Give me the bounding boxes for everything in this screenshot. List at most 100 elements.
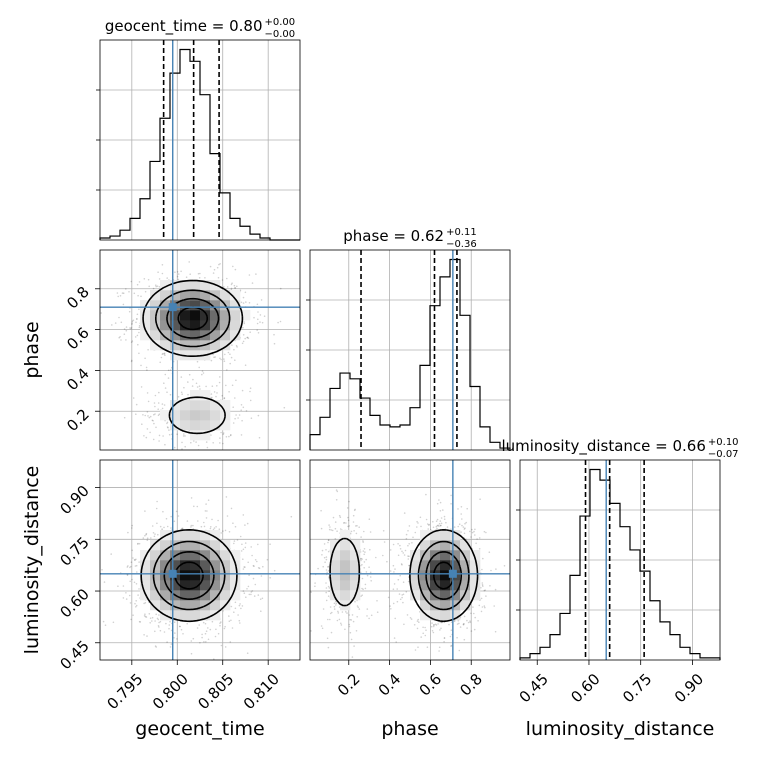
sample-point — [256, 303, 259, 306]
sample-point — [183, 433, 185, 435]
sample-point — [118, 336, 120, 339]
sample-point — [146, 428, 149, 430]
sample-point — [158, 614, 160, 616]
sample-point — [210, 434, 212, 436]
sample-point — [173, 621, 176, 623]
density-cell — [190, 570, 201, 581]
x-axis-label: phase — [381, 718, 438, 740]
density-cell — [180, 610, 191, 621]
sample-point — [174, 271, 176, 274]
sample-point — [219, 622, 221, 624]
sample-point — [337, 610, 339, 613]
sample-point — [328, 587, 331, 589]
sample-point — [144, 290, 147, 293]
sample-point — [260, 299, 263, 301]
sample-point — [450, 629, 453, 631]
sample-point — [341, 611, 344, 613]
truth-marker — [168, 303, 177, 312]
sample-point — [161, 403, 164, 405]
sample-point — [117, 295, 119, 298]
sample-point — [242, 296, 245, 299]
sample-point — [258, 436, 261, 439]
sample-point — [139, 621, 142, 623]
sample-point — [209, 628, 212, 631]
sample-point — [279, 320, 282, 323]
sample-point — [463, 670, 465, 672]
sample-point — [168, 624, 171, 626]
joint-content — [100, 460, 300, 660]
sample-point — [123, 328, 126, 330]
sample-point — [249, 387, 252, 390]
sample-point — [327, 646, 330, 649]
density-cell — [180, 320, 191, 331]
sample-point — [349, 631, 352, 634]
sample-point — [144, 414, 146, 417]
sample-point — [357, 606, 360, 609]
sample-point — [209, 527, 212, 530]
density-cell — [190, 530, 201, 541]
sample-point — [490, 569, 492, 572]
sample-point — [226, 515, 229, 517]
sample-point — [259, 598, 262, 600]
density-cell — [230, 550, 241, 561]
density-cell — [160, 550, 171, 561]
sample-point — [123, 333, 126, 336]
sample-point — [407, 555, 409, 557]
sample-point — [401, 550, 403, 553]
sample-point — [325, 549, 327, 551]
sample-point — [457, 508, 459, 510]
sample-point — [193, 505, 195, 508]
sample-point — [229, 641, 232, 643]
sample-point — [156, 522, 158, 525]
sample-point — [320, 625, 323, 627]
density-cell — [150, 600, 161, 611]
sample-point — [398, 593, 401, 595]
sample-point — [170, 643, 173, 645]
sample-point — [122, 585, 125, 587]
density-cell — [230, 330, 241, 341]
x-tick-label: 0.6 — [416, 670, 446, 700]
sample-point — [166, 421, 169, 424]
sample-point — [345, 611, 347, 613]
sample-point — [433, 624, 435, 626]
density-cell — [210, 610, 221, 621]
sample-point — [138, 281, 141, 283]
sample-point — [425, 518, 428, 521]
sample-point — [407, 580, 410, 583]
sample-point — [168, 429, 170, 431]
density-cell — [190, 300, 201, 311]
sample-point — [203, 525, 206, 528]
sample-point — [186, 622, 188, 625]
panel-title: geocent_time = 0.80 +0.00−0.00 — [105, 17, 295, 40]
sample-point — [219, 437, 221, 439]
sample-point — [416, 620, 419, 622]
sample-point — [164, 443, 166, 446]
sample-point — [143, 278, 146, 280]
density-cell — [350, 550, 361, 561]
sample-point — [485, 595, 487, 597]
sample-point — [469, 621, 472, 624]
sample-point — [174, 632, 176, 634]
sample-point — [361, 577, 364, 580]
sample-point — [138, 308, 140, 311]
sample-point — [200, 525, 203, 528]
density-cell — [470, 580, 481, 591]
sample-point — [443, 515, 446, 518]
contour-level-0 — [140, 529, 238, 623]
density-cell — [200, 590, 211, 601]
sample-point — [149, 431, 151, 434]
sample-point — [360, 595, 362, 597]
panel-frame — [99, 249, 301, 451]
sample-point — [138, 326, 141, 329]
sample-point — [217, 276, 220, 279]
sample-point — [193, 440, 195, 442]
density-cell — [420, 560, 431, 571]
sample-point — [355, 525, 357, 527]
sample-point — [242, 302, 245, 304]
sample-point — [164, 387, 167, 389]
sample-point — [329, 612, 332, 615]
sample-point — [229, 434, 232, 437]
sample-point — [338, 514, 341, 517]
density-cell — [190, 550, 201, 561]
